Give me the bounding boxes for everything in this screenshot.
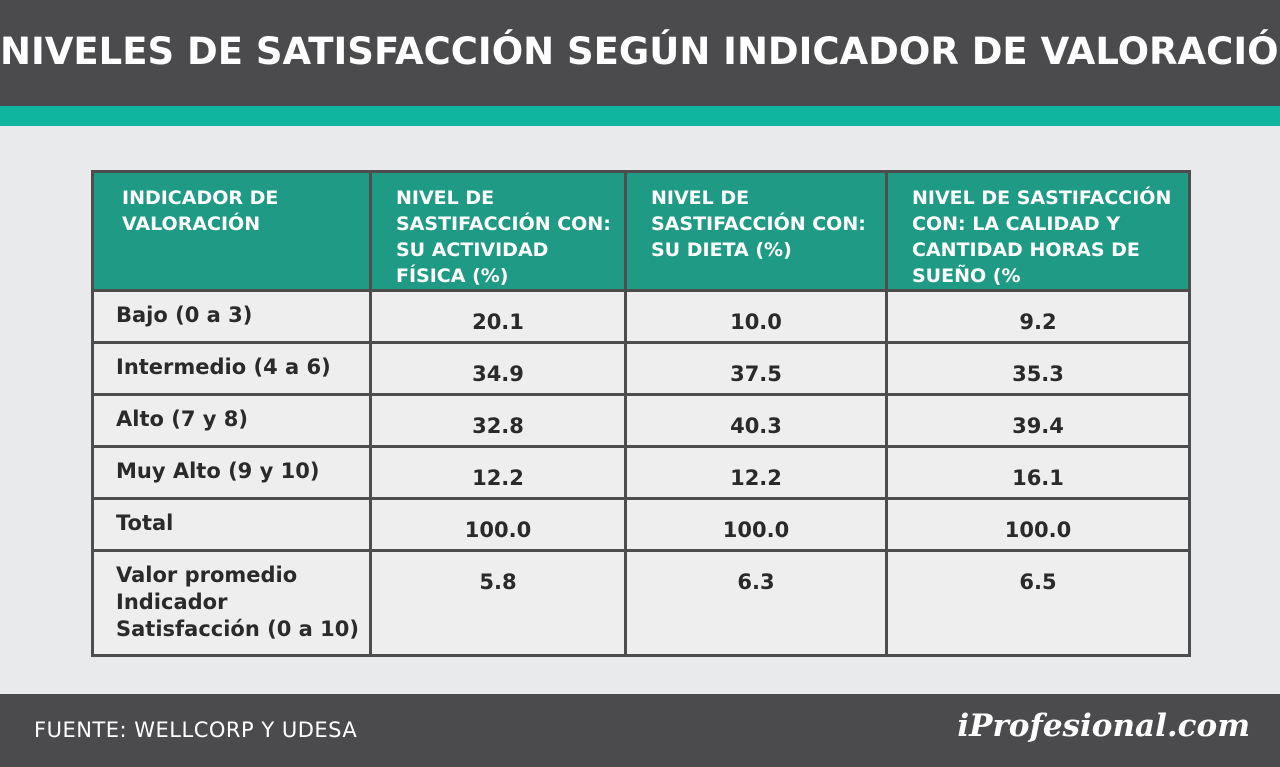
table-row: Valor promedio Indicador Satisfacción (0… xyxy=(91,549,1191,657)
table-cell: 6.5 xyxy=(885,549,1191,657)
brand-logo: iProfesional.com xyxy=(957,708,1250,744)
table-cell: 35.3 xyxy=(885,341,1191,396)
table-cell: 40.3 xyxy=(624,393,888,448)
table-cell: 12.2 xyxy=(624,445,888,500)
table-cell: 100.0 xyxy=(885,497,1191,552)
table-cell: 9.2 xyxy=(885,289,1191,344)
row-label: Muy Alto (9 y 10) xyxy=(91,445,372,500)
row-label: Valor promedio Indicador Satisfacción (0… xyxy=(91,549,372,657)
table-row: Muy Alto (9 y 10) 12.2 12.2 16.1 xyxy=(91,445,1191,500)
table-cell: 100.0 xyxy=(369,497,627,552)
column-header: NIVEL DE SASTIFACCIÓN CON: SU ACTIVIDAD … xyxy=(369,170,627,292)
row-label: Alto (7 y 8) xyxy=(91,393,372,448)
table-header-row: INDICADOR DE VALORACIÓN NIVEL DE SASTIFA… xyxy=(91,170,1191,292)
accent-stripe xyxy=(0,106,1280,126)
table-cell: 5.8 xyxy=(369,549,627,657)
table-cell: 100.0 xyxy=(624,497,888,552)
table-row: Intermedio (4 a 6) 34.9 37.5 35.3 xyxy=(91,341,1191,396)
table-cell: 39.4 xyxy=(885,393,1191,448)
column-header: NIVEL DE SASTIFACCIÓN CON: SU DIETA (%) xyxy=(624,170,888,292)
row-label: Total xyxy=(91,497,372,552)
header-bar: NIVELES DE SATISFACCIÓN SEGÚN INDICADOR … xyxy=(0,0,1280,106)
table-cell: 10.0 xyxy=(624,289,888,344)
column-header: INDICADOR DE VALORACIÓN xyxy=(91,170,372,292)
satisfaction-table: INDICADOR DE VALORACIÓN NIVEL DE SASTIFA… xyxy=(91,170,1191,657)
table-cell: 20.1 xyxy=(369,289,627,344)
row-label: Intermedio (4 a 6) xyxy=(91,341,372,396)
table-cell: 37.5 xyxy=(624,341,888,396)
table-cell: 32.8 xyxy=(369,393,627,448)
table-cell: 6.3 xyxy=(624,549,888,657)
page-title: NIVELES DE SATISFACCIÓN SEGÚN INDICADOR … xyxy=(0,30,1280,73)
table-row: Total 100.0 100.0 100.0 xyxy=(91,497,1191,552)
column-header: NIVEL DE SASTIFACCIÓN CON: LA CALIDAD Y … xyxy=(885,170,1191,292)
footer-bar: FUENTE: WELLCORP Y UDESA iProfesional.co… xyxy=(0,694,1280,767)
table-cell: 16.1 xyxy=(885,445,1191,500)
source-note: FUENTE: WELLCORP Y UDESA xyxy=(34,718,358,742)
table-cell: 12.2 xyxy=(369,445,627,500)
table-row: Bajo (0 a 3) 20.1 10.0 9.2 xyxy=(91,289,1191,344)
table-cell: 34.9 xyxy=(369,341,627,396)
table-row: Alto (7 y 8) 32.8 40.3 39.4 xyxy=(91,393,1191,448)
row-label: Bajo (0 a 3) xyxy=(91,289,372,344)
